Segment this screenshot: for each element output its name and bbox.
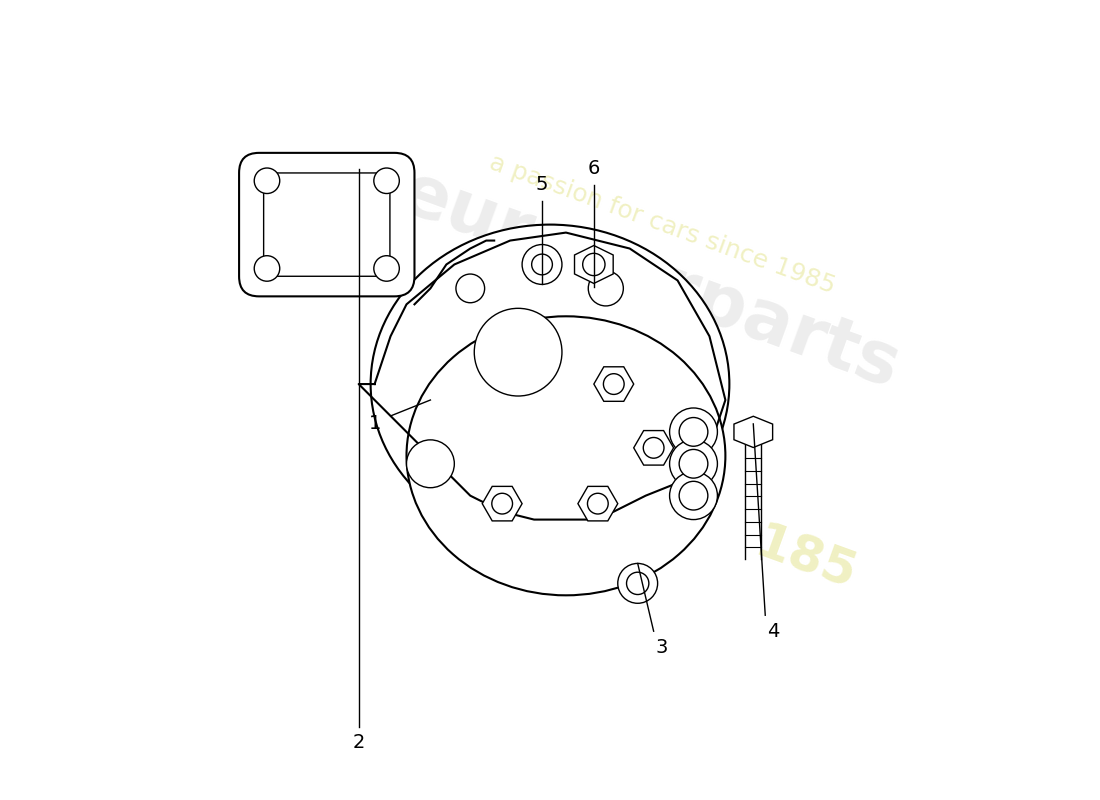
Text: 2: 2: [352, 734, 365, 752]
Text: 185: 185: [748, 519, 862, 600]
Circle shape: [604, 374, 624, 394]
Circle shape: [474, 308, 562, 396]
Polygon shape: [574, 246, 613, 283]
Polygon shape: [634, 430, 673, 465]
Circle shape: [644, 438, 664, 458]
Circle shape: [679, 418, 708, 446]
Circle shape: [407, 440, 454, 488]
Circle shape: [670, 440, 717, 488]
Text: eurocarparts: eurocarparts: [390, 158, 909, 403]
Circle shape: [522, 245, 562, 285]
Text: 5: 5: [536, 175, 548, 194]
Circle shape: [583, 254, 605, 276]
Circle shape: [374, 256, 399, 282]
Circle shape: [254, 168, 279, 194]
Circle shape: [679, 482, 708, 510]
Text: 6: 6: [587, 159, 600, 178]
Circle shape: [670, 408, 717, 456]
Polygon shape: [594, 366, 634, 402]
Text: 4: 4: [767, 622, 780, 641]
Circle shape: [588, 271, 624, 306]
Circle shape: [374, 168, 399, 194]
Circle shape: [679, 450, 708, 478]
Polygon shape: [734, 416, 772, 447]
Circle shape: [254, 256, 279, 282]
Text: 3: 3: [656, 638, 668, 657]
Circle shape: [492, 494, 513, 514]
Ellipse shape: [371, 225, 729, 543]
Circle shape: [627, 572, 649, 594]
Circle shape: [618, 563, 658, 603]
Polygon shape: [578, 486, 618, 521]
Circle shape: [531, 254, 552, 275]
Circle shape: [455, 274, 485, 302]
Polygon shape: [482, 486, 522, 521]
Text: 1: 1: [368, 414, 381, 434]
FancyBboxPatch shape: [239, 153, 415, 296]
Text: a passion for cars since 1985: a passion for cars since 1985: [486, 150, 838, 298]
Circle shape: [587, 494, 608, 514]
Ellipse shape: [407, 316, 725, 595]
Circle shape: [670, 472, 717, 519]
FancyBboxPatch shape: [264, 173, 389, 276]
